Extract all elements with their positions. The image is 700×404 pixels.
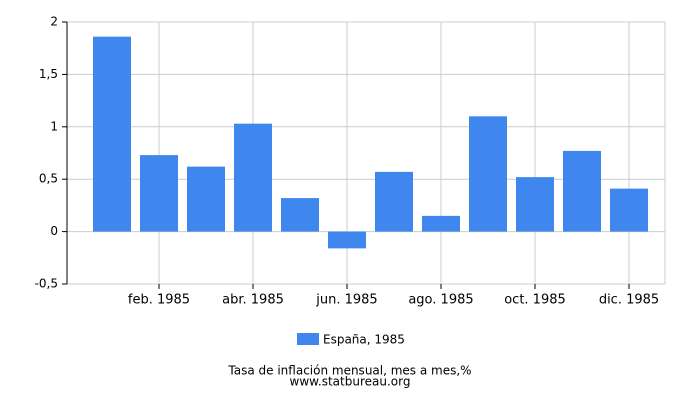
x-tick-label: ago. 1985 (408, 293, 473, 308)
legend-label: España, 1985 (323, 333, 405, 347)
x-tick-label: feb. 1985 (128, 293, 190, 308)
bar (93, 36, 131, 232)
y-tick-label: 0,5 (39, 172, 58, 186)
bar (140, 155, 178, 232)
bar (234, 123, 272, 232)
legend-swatch (297, 333, 319, 345)
x-tick-label: abr. 1985 (222, 293, 284, 308)
bar (422, 215, 460, 232)
bar (281, 198, 319, 232)
chart-title: Tasa de inflación mensual, mes a mes,% (227, 364, 471, 378)
bar (563, 150, 601, 232)
source: www.statbureau.org (290, 375, 411, 389)
bar (375, 171, 413, 232)
y-tick-label: 1,5 (39, 67, 58, 81)
y-tick-label: -0,5 (35, 277, 58, 291)
y-tick-label: 0 (50, 224, 58, 238)
bar (187, 166, 225, 232)
y-tick-label: 2 (50, 15, 58, 29)
x-tick-label: dic. 1985 (599, 293, 659, 308)
bar (328, 231, 366, 249)
bar (610, 188, 648, 232)
x-tick-label: oct. 1985 (504, 293, 566, 308)
bar (469, 116, 507, 232)
x-tick-label: jun. 1985 (315, 293, 377, 308)
y-tick-label: 1 (50, 119, 58, 133)
bar (516, 177, 554, 232)
